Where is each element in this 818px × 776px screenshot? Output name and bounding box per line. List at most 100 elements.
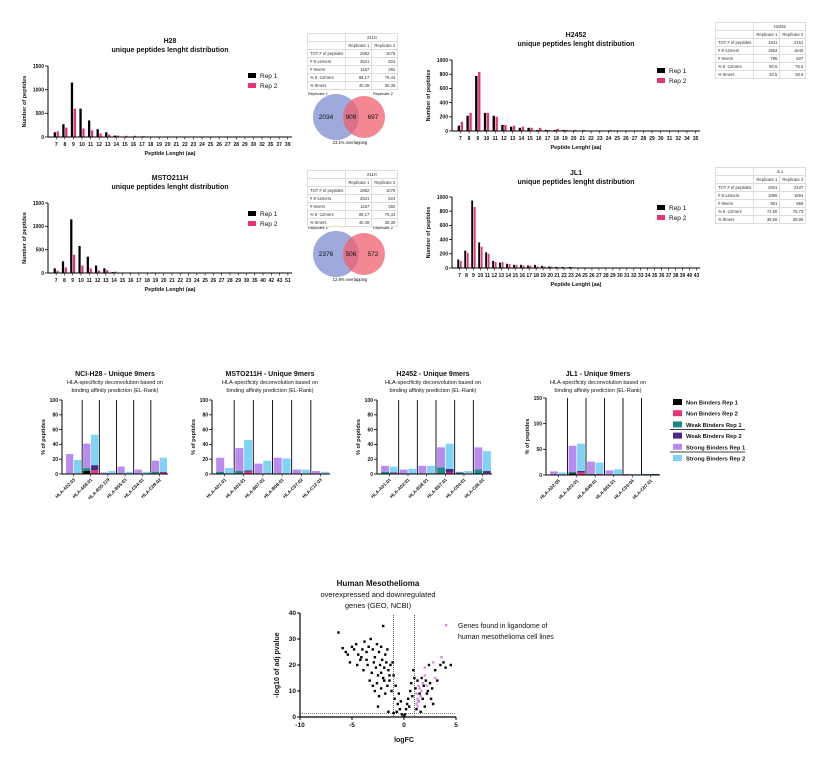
table-cell: 88,17: [345, 73, 373, 82]
x-tick-label: 9: [476, 136, 479, 142]
bar-rep1-12: [94, 265, 98, 273]
x-tick-label: 34: [684, 136, 690, 142]
x-tick-label: 34: [645, 273, 651, 279]
table-row: # 9mers 951 868: [714, 199, 807, 208]
x-tick-label: 37: [276, 142, 282, 148]
bar-rep1-22: [561, 266, 564, 268]
stacked-bar-strong-binders-rep-1-HLA-A68:01: [83, 443, 91, 469]
x-tick-label: 38: [673, 273, 679, 279]
binder-legend-label: Strong Binders Rep 2: [686, 457, 745, 463]
x-tick-label: 10: [478, 273, 484, 279]
x-tick-label: 28: [603, 273, 609, 279]
table-cell: 1694: [779, 191, 807, 200]
y-axis-label: % of peptides: [356, 419, 362, 455]
gene-point: [348, 661, 352, 664]
bar-rep2-16: [133, 135, 137, 137]
gene-point: [354, 643, 358, 646]
table-cell: 76.5: [779, 62, 807, 71]
stacked-bar-weak-binders-rep-1-HLA-A01:01: [216, 471, 225, 474]
y-tick-label: 1500: [33, 201, 44, 207]
venn-overlap-count: 506: [346, 251, 357, 258]
stacked-bar-weak-binders-rep-2-HLA-B57:01: [445, 468, 454, 473]
chart-title: H2452: [566, 32, 587, 39]
bar-rep1-8: [464, 250, 467, 268]
gene-point: [396, 702, 399, 706]
gene-point: [371, 648, 374, 651]
chart-subtitle: unique peptides lenght distribution: [111, 184, 228, 191]
x-tick-label: 26: [216, 142, 222, 148]
gene-point: [376, 674, 380, 677]
x-tick-label: 21: [169, 278, 175, 284]
stacked-bar-strong-binders-rep-1-HLA-C04:01: [134, 469, 142, 474]
column-header: Replicate 2: [779, 30, 807, 39]
binder-legend-label: Weak Binders Rep 1: [686, 423, 742, 429]
y-axis-label: % of peptides: [191, 419, 197, 455]
gene-point: [428, 682, 432, 685]
x-tick-label: 28: [641, 136, 647, 142]
gene-point: [427, 663, 431, 667]
ligandome-gene-point: [416, 705, 419, 708]
x-tick-label: 40: [687, 273, 693, 279]
y-tick-label: 800: [440, 209, 449, 215]
bar-rep1-19: [562, 129, 565, 131]
binder-legend-label: Non Binders Rep 2: [686, 412, 738, 418]
gene-point: [409, 689, 412, 693]
bar-rep1-13: [103, 268, 106, 273]
gene-point: [379, 687, 383, 690]
x-tick-label: 25: [614, 136, 620, 142]
y-tick-label: 500: [36, 247, 45, 253]
stacked-bar-non-binders-rep-2-HLA-A68:01: [91, 470, 99, 474]
table-cell: 868: [779, 199, 807, 208]
x-tick-label: 30: [617, 273, 623, 279]
x-tick-label: 24: [199, 142, 205, 148]
gene-point: [429, 697, 433, 700]
stacked-bar-strong-binders-rep-1-HLA-C06:02: [474, 447, 483, 470]
gene-point: [388, 674, 391, 677]
stacked-bar-strong-binders-rep-2-HLA-C09:02: [159, 457, 167, 472]
binder-legend-swatch: [673, 443, 682, 450]
legend-label: human mesothelioma cell lines: [458, 634, 554, 641]
bar-rep1-13: [499, 262, 502, 268]
x-tick-label: 28: [234, 142, 240, 148]
gene-point: [393, 697, 396, 700]
y-tick-label: 600: [440, 86, 449, 92]
table-cell: 1645: [779, 46, 807, 55]
x-tick-label: 19: [562, 136, 568, 142]
bar-rep1-9: [471, 200, 474, 268]
x-tick-label: 17: [139, 142, 145, 148]
x-tick-label: 8: [63, 278, 66, 284]
bar-rep2-10: [480, 246, 483, 268]
bar-rep2-20: [573, 129, 577, 131]
x-tick-label: 14: [111, 278, 117, 284]
y-tick-label: 80: [367, 413, 373, 419]
table-row: % 9mers 36,56 38,85: [714, 215, 807, 224]
gene-point: [387, 710, 390, 713]
x-tick-label: 30: [251, 142, 257, 148]
stacked-bar-weak-binders-rep-1-HLA-C07:01: [642, 473, 651, 475]
gene-point: [360, 656, 363, 659]
bar-rep1-10: [483, 112, 487, 131]
stacked-bar-strong-binders-rep-2-HLA-A68:01: [91, 434, 99, 466]
stacked-bar-strong-binders-rep-2-HLA-A03:01: [577, 443, 585, 471]
blank-cell: [714, 175, 755, 184]
bar-rep2-16: [522, 265, 525, 268]
stacked-bar-strong-binders-rep-2-HLA-C06:02: [483, 451, 491, 472]
gene-point: [346, 653, 350, 656]
bar-rep1-16: [536, 129, 539, 131]
y-tick-label: 1000: [437, 195, 448, 201]
table-row: # 9mers 786 837: [714, 54, 807, 63]
row-label: TOT # of peptides: [306, 186, 347, 195]
chart-subtitle: HLA-specificity deconvolution based on: [385, 380, 481, 386]
x-tick-label: 40: [260, 278, 266, 284]
x-tick-label: 27: [596, 273, 602, 279]
y-tick-label: 40: [289, 610, 297, 617]
ligandome-gene-point: [440, 656, 443, 659]
x-axis-label: Peptide Lenght (aa): [144, 287, 195, 293]
legend-swatch-1: [248, 211, 256, 216]
bar-rep2-21: [582, 129, 586, 131]
stacked-bar-strong-binders-rep-1-HLA-A02:03: [66, 454, 74, 474]
gene-point: [426, 689, 430, 693]
table-cell: 1078: [371, 49, 399, 58]
x-tick-label: 12: [95, 278, 101, 284]
